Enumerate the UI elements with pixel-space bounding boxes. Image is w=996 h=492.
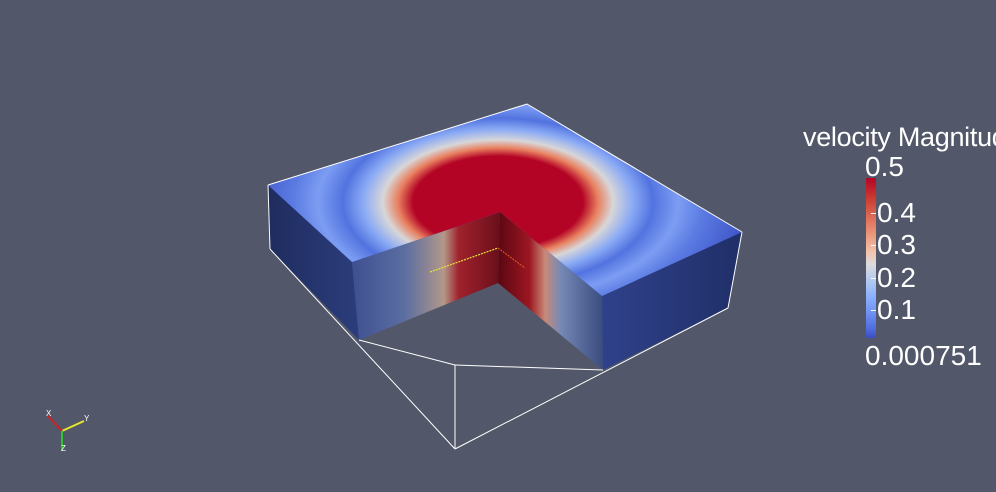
color-bar [866, 178, 876, 338]
legend-tick-label: 0.3 [877, 229, 916, 260]
colorbar-tick [871, 213, 876, 214]
legend-tick-label: 0.4 [877, 197, 916, 228]
box-right-face [602, 232, 742, 370]
streamline [497, 247, 526, 269]
axis-x-label: X [46, 409, 52, 418]
axis-y-label: Y [84, 414, 90, 423]
legend-min-label: 0.000751 [865, 340, 982, 371]
legend-max-label: 0.5 [865, 151, 904, 182]
legend-title: velocity Magnitude [803, 122, 996, 152]
legend-tick-label: 0.2 [877, 262, 916, 293]
colorbar-tick [871, 310, 876, 311]
legend-tick-label: 0.1 [877, 294, 916, 325]
cut-face-right [498, 212, 603, 370]
axis-z-label: Z [61, 444, 66, 453]
box-left-face [268, 185, 359, 340]
bounding-box-outline [267, 103, 743, 450]
colorbar-tick [871, 245, 876, 246]
colorbar-tick [871, 278, 876, 279]
orientation-axes [47, 415, 85, 450]
streamline [429, 247, 499, 273]
cut-face-left [352, 212, 500, 340]
